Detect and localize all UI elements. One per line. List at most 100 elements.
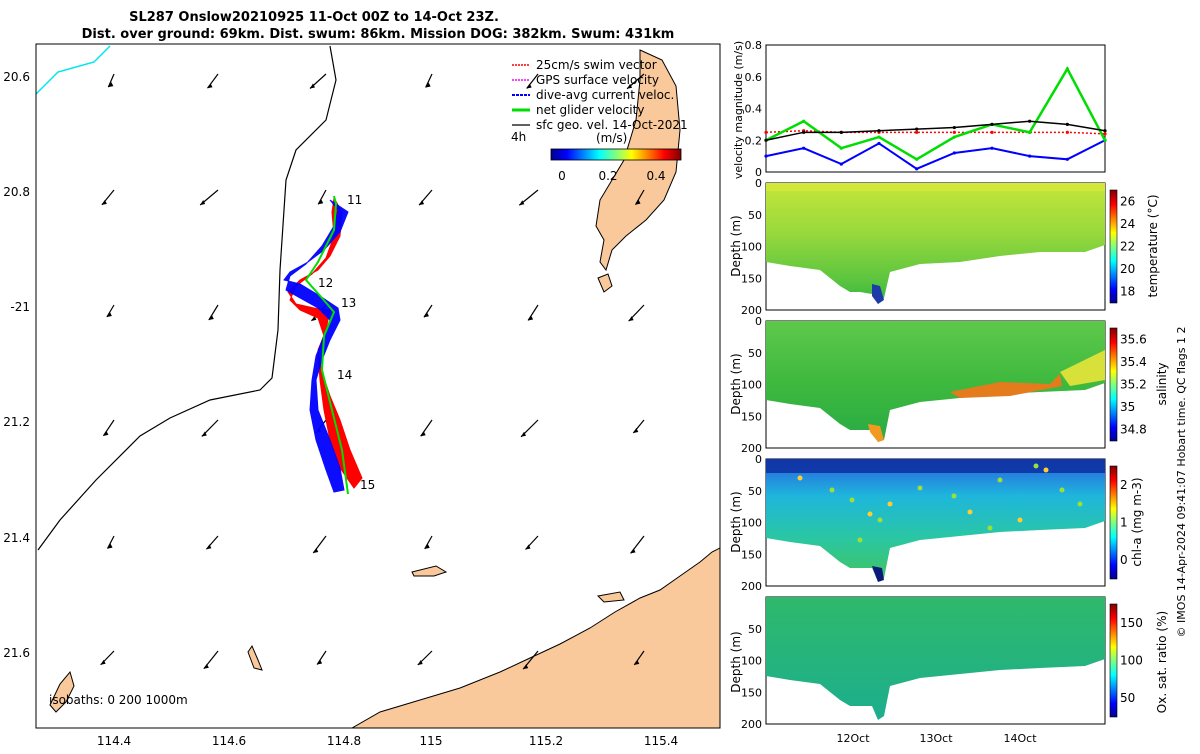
velocity-panel: 0 0.2 0.4 0.6 0.8 velocity magnitude (m/s): [732, 39, 1107, 179]
chla-sample-dot: [967, 509, 973, 515]
salinity-colorbar-tick: 34.8: [1120, 423, 1147, 437]
chla-panel: Depth (m) chl-a (mg m-3): [729, 458, 1144, 587]
chla-sample-dot: [987, 525, 993, 531]
velocity-point: [1028, 119, 1032, 123]
lat-tick: 21.4: [3, 531, 30, 545]
geo-velocity-arrowhead: [101, 199, 107, 205]
day-marker-12: 12: [318, 276, 333, 290]
land-islet-1: [597, 273, 613, 293]
velocity-series: [764, 66, 1107, 171]
legend-label-net: net glider velocity: [536, 103, 644, 117]
geo-velocity-arrow: [106, 535, 115, 549]
glider-track: [283, 195, 363, 495]
chla-sample-dot: [1059, 487, 1065, 493]
geo-velocity-arrowhead: [200, 199, 206, 205]
velocity-y-tick: 0.8: [745, 39, 763, 52]
chla-sample-dot: [951, 493, 957, 499]
geo-velocity-arrowhead: [635, 199, 641, 205]
velocity-ylabel: velocity magnitude (m/s): [732, 41, 745, 179]
temperature-y-tick: 50: [748, 209, 762, 222]
temperature-cold-pocket: [872, 284, 884, 304]
chla-bottle-samples: [797, 463, 1083, 543]
day-marker-13: 13: [341, 296, 356, 310]
x-tick-13oct: 13Oct: [919, 732, 953, 745]
cyan-coast: [36, 45, 111, 95]
geo-velocity-arrowhead: [417, 659, 423, 665]
velocity-point: [839, 130, 843, 134]
temperature-panel: Depth (m) temperature (°C): [729, 182, 1160, 311]
geo-velocity-arrow: [106, 304, 115, 318]
geo-velocity-arrowhead: [201, 431, 207, 437]
chla-y-tick: 50: [748, 485, 762, 498]
chla-y-tick: 0: [755, 453, 762, 466]
lon-tick: 115: [420, 734, 443, 748]
temperature-colorbar-tick: 20: [1120, 262, 1135, 276]
salinity-y-tick: 0: [755, 315, 762, 328]
oxygen-field: [766, 597, 1105, 720]
geo-velocity-arrowhead: [106, 311, 112, 317]
oxygen-y-tick: 100: [741, 655, 762, 668]
salinity-colorbar-tick: 35.6: [1120, 332, 1147, 346]
velocity-point: [1065, 122, 1069, 126]
salinity-ylabel: Depth (m): [729, 353, 743, 414]
legend-label-gps: GPS surface velocity: [536, 73, 659, 87]
geo-velocity-arrowhead: [523, 664, 529, 670]
geo-velocity-arrowhead: [309, 83, 315, 89]
map-colorbar: [550, 148, 682, 161]
oxygen-y-tick: 200: [741, 718, 762, 731]
chla-y-tick: 200: [741, 580, 762, 593]
velocity-point: [915, 157, 919, 161]
land-islet-2: [411, 565, 448, 577]
geo-velocity-arrowhead: [425, 82, 431, 88]
geo-velocity-arrowhead: [423, 312, 429, 318]
velocity-point: [915, 127, 919, 131]
velocity-series-line: [765, 120, 1106, 141]
salinity-deep-pocket: [868, 424, 884, 442]
chla-sample-dot: [797, 475, 803, 481]
land-islet-5: [596, 591, 625, 603]
oxygen-colorbar-tick: 150: [1120, 616, 1143, 630]
map-colorbar-tick: 0: [558, 169, 566, 183]
velocity-point: [1103, 129, 1107, 133]
chla-sample-dot: [887, 501, 893, 507]
velocity-y-tick: 0: [755, 166, 762, 179]
geo-velocity-arrowhead: [420, 431, 426, 437]
chla-colorbar-tick: 0: [1120, 553, 1128, 567]
velocity-point: [1103, 138, 1107, 142]
salinity-field: [766, 321, 1105, 442]
velocity-point: [990, 122, 994, 126]
velocity-y-tick: 0.4: [745, 103, 763, 116]
geo-velocity-arrow: [425, 73, 433, 88]
velocity-point: [915, 130, 919, 134]
lat-tick: 20.6: [3, 70, 30, 84]
geo-velocity-arrowhead: [311, 315, 317, 321]
legend-label-geo: sfc geo. vel. 14-Oct-2021: [536, 118, 688, 132]
chla-sample-dot: [1017, 517, 1023, 523]
geo-velocity-arrowhead: [519, 200, 525, 206]
lat-tick: 21.2: [3, 415, 30, 429]
velocity-point: [802, 119, 806, 123]
chla-deep-pocket: [872, 566, 884, 582]
day-marker-15: 15: [360, 478, 375, 492]
oxygen-cblabel: Ox. sat. ratio (%): [1155, 611, 1169, 713]
lon-tick: 115.4: [644, 734, 678, 748]
land-islet-4: [247, 644, 263, 671]
velocity-y-tick: 0.2: [745, 134, 763, 147]
temperature-colorbar-tick: 24: [1120, 217, 1135, 231]
velocity-series-line: [765, 129, 1106, 135]
geo-velocity-arrowhead: [633, 427, 639, 433]
velocity-series-line: [765, 139, 1106, 170]
chart-title-line2: Dist. over ground: 69km. Dist. swum: 86k…: [82, 27, 675, 42]
lat-tick: -21: [10, 300, 30, 314]
map-colorbar-tick: 0.2: [598, 169, 617, 183]
velocity-point: [1028, 130, 1032, 134]
salinity-high-band-2: [1060, 350, 1105, 386]
geo-velocity-arrowhead: [203, 663, 209, 669]
x-tick-12oct: 12Oct: [836, 732, 870, 745]
velocity-point: [1065, 157, 1069, 161]
velocity-point: [764, 154, 768, 158]
lat-tick: 20.8: [3, 185, 30, 199]
geo-velocity-arrowhead: [317, 659, 323, 665]
chla-sample-dot: [829, 487, 835, 493]
oxygen-colorbar-tick: 100: [1120, 654, 1143, 668]
